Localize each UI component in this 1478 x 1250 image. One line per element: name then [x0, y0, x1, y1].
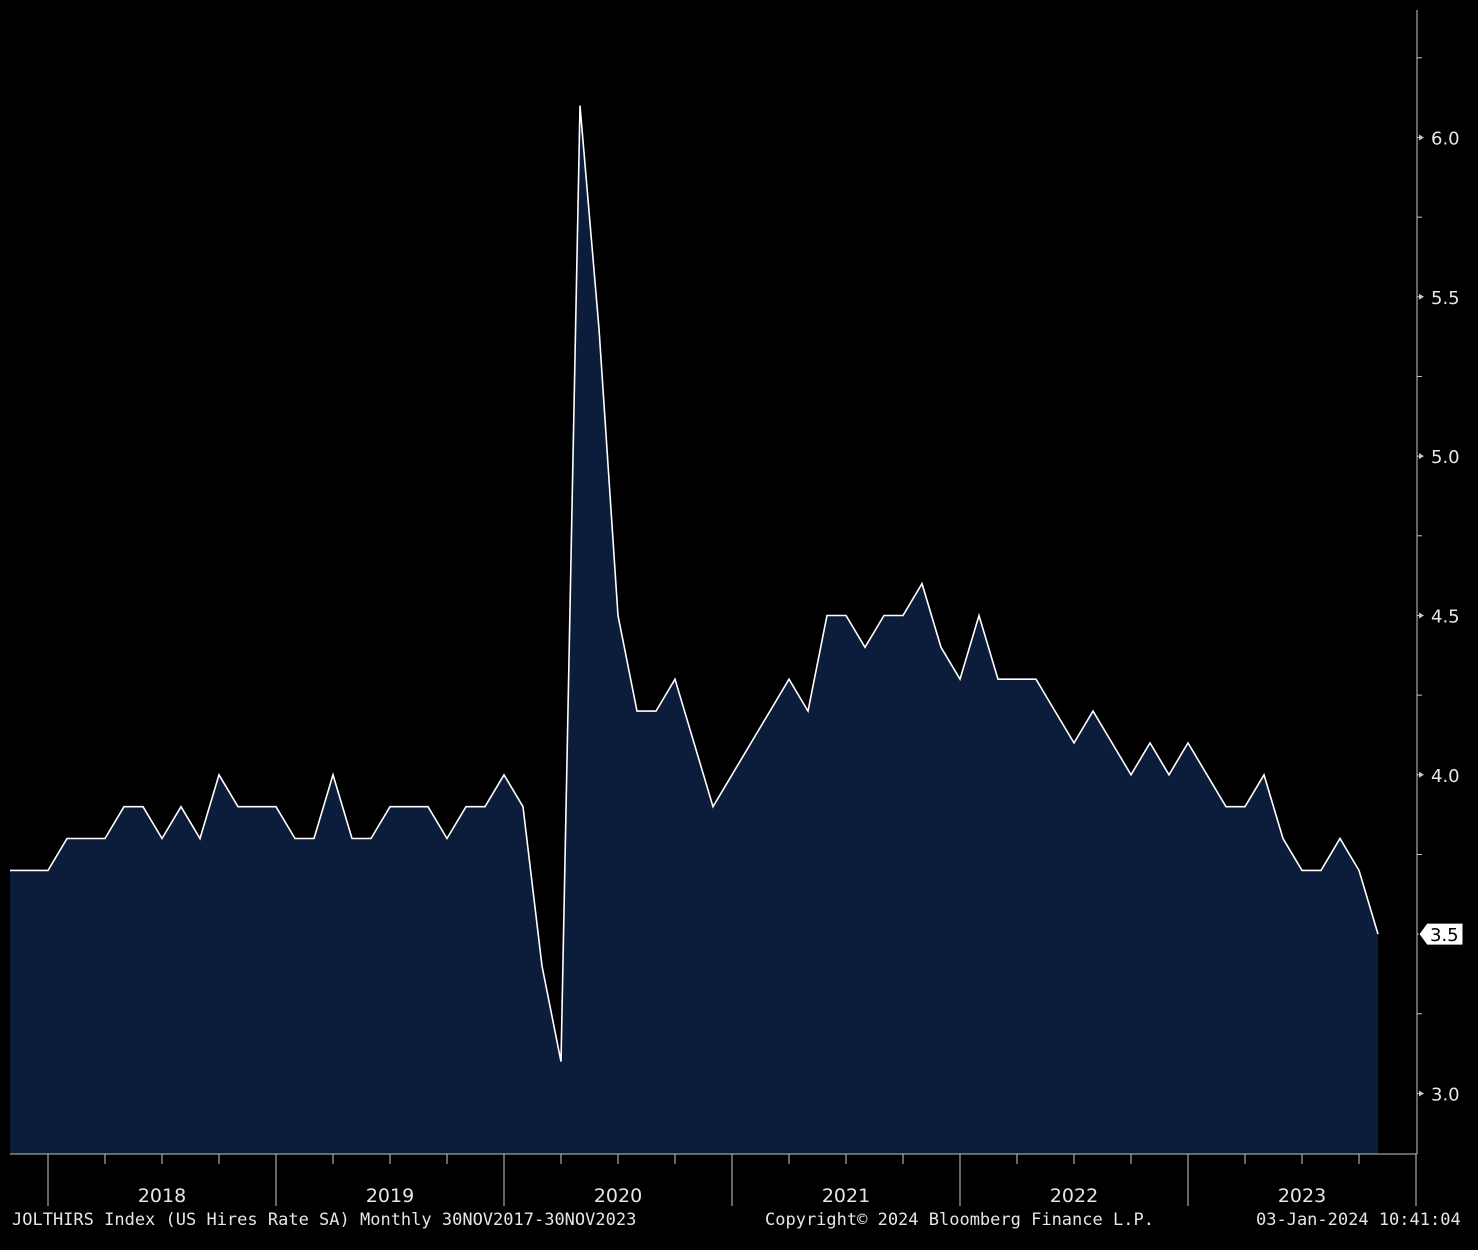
x-tick-label: 2020 [594, 1185, 642, 1207]
y-tick-label: 6.0 [1431, 128, 1460, 149]
y-tick-label: 3.0 [1431, 1084, 1460, 1105]
last-value-label: 3.5 [1430, 925, 1459, 946]
x-tick-label: 2018 [138, 1185, 186, 1207]
chart-footer: JOLTHIRS Index (US Hires Rate SA) Monthl… [0, 1210, 1478, 1236]
y-tick-marker [1419, 134, 1424, 141]
y-tick-label: 4.0 [1431, 766, 1460, 787]
y-tick-marker [1419, 1090, 1424, 1097]
y-tick-label: 5.0 [1431, 447, 1460, 468]
last-value-badge [1418, 922, 1464, 946]
timestamp: 03-Jan-2024 10:41:04 [1256, 1210, 1461, 1230]
x-tick-label: 2022 [1050, 1185, 1098, 1207]
area-fill [10, 105, 1378, 1155]
series-line [10, 105, 1379, 1062]
x-tick-label: 2021 [822, 1185, 870, 1207]
y-tick-label: 4.5 [1431, 606, 1460, 627]
x-tick-label: 2023 [1278, 1185, 1326, 1207]
x-tick-label: 2019 [366, 1185, 414, 1207]
y-tick-label: 5.5 [1431, 288, 1460, 309]
y-tick-marker [1419, 612, 1424, 619]
y-tick-marker [1419, 293, 1424, 300]
series-description: JOLTHIRS Index (US Hires Rate SA) Monthl… [12, 1210, 637, 1230]
y-tick-marker [1419, 453, 1424, 460]
copyright-notice: Copyright© 2024 Bloomberg Finance L.P. [765, 1210, 1154, 1230]
y-tick-marker [1419, 771, 1424, 778]
